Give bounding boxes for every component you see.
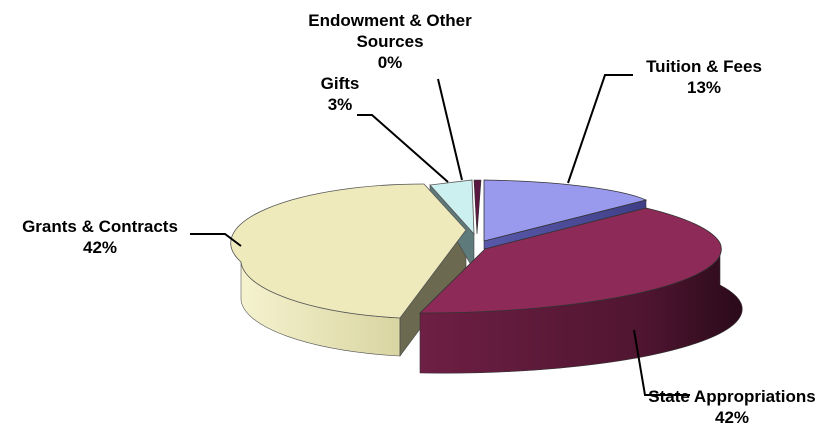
- leader-gifts: [357, 114, 449, 183]
- label-gifts: Gifts 3%: [305, 73, 375, 115]
- label-grants-name: Grants & Contracts: [22, 217, 178, 236]
- label-endowment: Endowment & Other Sources 0%: [300, 10, 480, 73]
- label-endowment-value: 0%: [377, 53, 403, 72]
- label-endowment-name: Endowment & Other: [308, 11, 472, 30]
- slice-endowment: [473, 179, 482, 235]
- slice-grants: [230, 183, 467, 319]
- label-grants: Grants & Contracts 42%: [0, 216, 200, 258]
- slice-gifts: [429, 179, 475, 236]
- label-state: State Appropriations 42%: [632, 386, 832, 428]
- label-endowment-name-2: Sources: [356, 32, 424, 51]
- label-tuition-value: 13%: [686, 78, 722, 97]
- label-state-name: State Appropriations: [648, 387, 816, 406]
- label-tuition-name: Tuition & Fees: [646, 57, 762, 76]
- slice-state: [419, 207, 722, 314]
- label-grants-value: 42%: [82, 238, 118, 257]
- label-gifts-name: Gifts: [320, 74, 360, 93]
- label-state-value: 42%: [714, 408, 750, 427]
- leader-state: [633, 329, 690, 396]
- leader-grants: [190, 233, 242, 247]
- label-tuition: Tuition & Fees 13%: [619, 56, 789, 98]
- label-gifts-value: 3%: [327, 95, 353, 114]
- leader-tuition: [567, 74, 633, 184]
- slice-tuition: [483, 179, 648, 242]
- leader-endowment: [437, 78, 463, 181]
